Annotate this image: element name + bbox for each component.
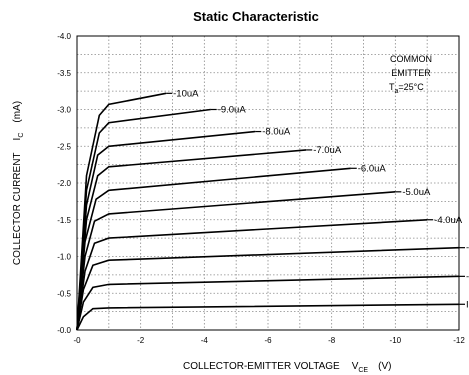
y-tick-label: -3.5 bbox=[57, 69, 71, 78]
curve-label: -9.0uA bbox=[218, 105, 247, 116]
x-axis-subscript: CE bbox=[358, 367, 368, 374]
x-tick-label: -4 bbox=[201, 336, 209, 345]
y-tick-label: -1.0 bbox=[57, 253, 71, 262]
curve-label: -2.0uA bbox=[466, 271, 469, 282]
chart-title: Static Characteristic bbox=[193, 9, 319, 24]
y-axis-symbol: I bbox=[12, 138, 23, 141]
plot-frame bbox=[76, 35, 460, 331]
y-tick-label: -3.0 bbox=[57, 106, 71, 115]
curve-label: -7.0uA bbox=[313, 145, 342, 156]
curve-label: -3.0uA bbox=[466, 243, 469, 254]
curves bbox=[76, 92, 460, 331]
y-tick-label: -1.5 bbox=[57, 216, 71, 225]
grid bbox=[77, 36, 459, 330]
y-tick-label: -0.0 bbox=[57, 326, 71, 335]
x-tick-label: -0 bbox=[73, 336, 81, 345]
y-tick-label: -4.0 bbox=[57, 32, 71, 41]
y-axis-label: COLLECTOR CURRENT IC (mA) bbox=[12, 101, 25, 265]
x-axis-unit: (V) bbox=[378, 361, 391, 372]
curve-ib-7 bbox=[76, 149, 307, 331]
x-axis-symbol: V bbox=[352, 361, 359, 372]
curve-label: -4.0uA bbox=[434, 215, 463, 226]
curve-label: -10uA bbox=[173, 88, 199, 99]
curve-ib-5 bbox=[76, 191, 396, 331]
x-tick-label: -2 bbox=[137, 336, 145, 345]
y-tick-label: -0.5 bbox=[57, 289, 71, 298]
x-axis-label: COLLECTOR-EMITTER VOLTAGE VCE (V) bbox=[183, 361, 391, 374]
note-temp-symbol: T bbox=[389, 82, 395, 92]
x-tick-label: -6 bbox=[264, 336, 272, 345]
curve-labels: IB=-1.0uA-2.0uA-3.0uA-4.0uA-5.0uA-6.0uA-… bbox=[166, 88, 469, 312]
tick-labels: -0 -2 -4 -6 -8 -10 -12 -0.0 -0.5 -1.0 -1.5 -2.0 -2.5… bbox=[57, 32, 465, 345]
note-temp-value: =25°C bbox=[398, 82, 424, 92]
note-line-1: COMMON bbox=[390, 54, 432, 64]
curve-ib-1 bbox=[76, 303, 460, 331]
y-tick-label: -2.5 bbox=[57, 142, 71, 151]
note-line-2: EMITTER bbox=[391, 68, 431, 78]
curve-ib-10 bbox=[76, 92, 167, 331]
x-tick-label: -8 bbox=[328, 336, 336, 345]
curve-label: -6.0uA bbox=[358, 163, 387, 174]
curve-label: -8.0uA bbox=[262, 127, 291, 138]
y-axis-title: COLLECTOR CURRENT bbox=[12, 152, 23, 265]
y-axis-subscript: C bbox=[18, 133, 25, 138]
curve-ib-2 bbox=[76, 275, 460, 331]
note-line-3: Ta=25°C bbox=[389, 82, 424, 95]
y-tick-label: -2.0 bbox=[57, 179, 71, 188]
common-emitter-note: COMMON EMITTER Ta=25°C bbox=[389, 54, 432, 95]
y-axis-unit: (mA) bbox=[12, 101, 23, 123]
note-temp-subscript: a bbox=[395, 88, 399, 95]
base-current-symbol: I bbox=[466, 299, 469, 310]
x-tick-label: -10 bbox=[390, 336, 402, 345]
x-axis-title: COLLECTOR-EMITTER VOLTAGE bbox=[183, 361, 340, 372]
x-tick-label: -12 bbox=[453, 336, 465, 345]
curve-label: -5.0uA bbox=[402, 187, 431, 198]
curve-ib-4 bbox=[76, 219, 428, 331]
